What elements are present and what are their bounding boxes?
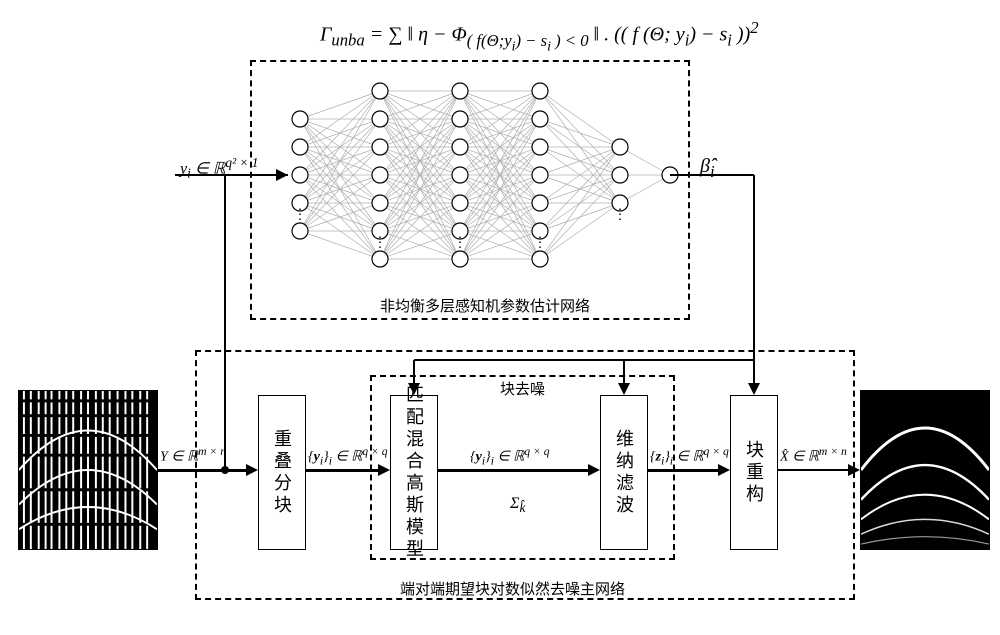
block-reconstruct-label: 块重构 — [741, 440, 767, 506]
mlp-dashed-box — [250, 60, 690, 320]
block-overlap-split-label: 重叠分块 — [269, 429, 295, 517]
loss-formula: Γunba = ∑ ‖ η − Φ( f(Θ;yi) − si ) < 0 ‖ … — [320, 18, 759, 55]
flow-label: {zi}i ∈ ℝq × q — [650, 445, 729, 467]
flow-label: Y ∈ ℝm × n — [160, 445, 226, 466]
output-image-panel — [860, 390, 990, 550]
block-gmm-match-label: 匹配混合高斯模型 — [401, 385, 427, 561]
flow-label: {yi}i ∈ ℝq × q — [470, 445, 550, 467]
block-wiener: 维纳滤波 — [600, 395, 648, 550]
main-box-label: 端对端期望块对数似然去噪主网络 — [400, 578, 625, 599]
flow-label: {yi}i ∈ ℝq × q — [308, 445, 388, 467]
mlp-input-label: yi ∈ ℝq² × 1 — [180, 155, 258, 182]
denoise-box-label: 块去噪 — [500, 378, 545, 399]
flow-label: X̂ ∈ ℝm × n — [780, 445, 847, 466]
mlp-output-label: β̂i — [700, 155, 715, 182]
block-wiener-label: 维纳滤波 — [611, 429, 637, 517]
block-gmm-match: 匹配混合高斯模型 — [390, 395, 438, 550]
block-overlap-split: 重叠分块 — [258, 395, 306, 550]
block-reconstruct: 块重构 — [730, 395, 778, 550]
flow-sublabel: Σk̂ — [510, 495, 525, 516]
output-clean-svg — [861, 391, 989, 549]
input-noisy-svg — [19, 391, 157, 549]
mlp-box-label: 非均衡多层感知机参数估计网络 — [380, 295, 590, 316]
diagram-canvas: Γunba = ∑ ‖ η − Φ( f(Θ;yi) − si ) < 0 ‖ … — [0, 0, 1000, 635]
input-image-panel — [18, 390, 158, 550]
